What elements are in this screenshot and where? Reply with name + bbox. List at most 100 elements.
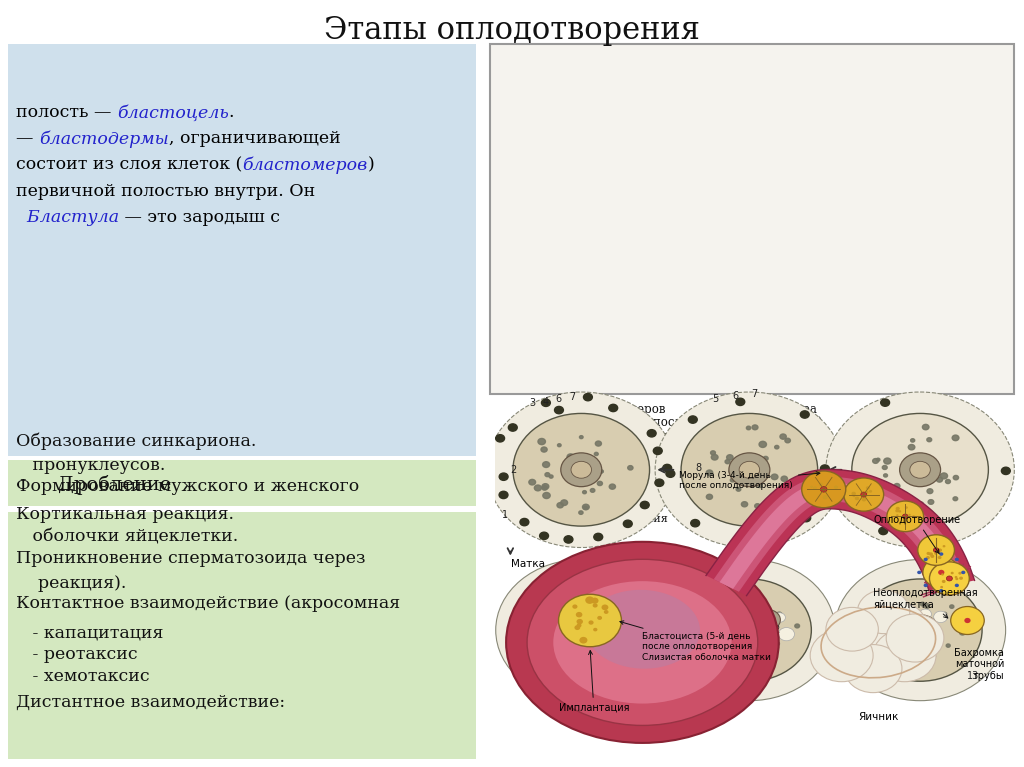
Text: 4: 4 xyxy=(543,397,549,407)
Circle shape xyxy=(725,459,730,464)
Circle shape xyxy=(562,615,600,646)
Circle shape xyxy=(742,660,748,663)
Text: 2 бластомера: 2 бластомера xyxy=(879,402,962,416)
Circle shape xyxy=(542,605,545,607)
Circle shape xyxy=(823,610,902,675)
Circle shape xyxy=(640,502,649,509)
Circle shape xyxy=(784,438,791,443)
Circle shape xyxy=(950,571,953,574)
Circle shape xyxy=(727,455,733,460)
Circle shape xyxy=(561,500,567,505)
Circle shape xyxy=(918,535,954,565)
Circle shape xyxy=(744,611,749,614)
Text: Кортикальная реакция.: Кортикальная реакция. xyxy=(16,506,234,523)
Circle shape xyxy=(959,577,963,580)
Circle shape xyxy=(919,502,924,506)
Circle shape xyxy=(887,619,890,622)
Text: 3: 3 xyxy=(529,399,536,409)
Circle shape xyxy=(594,533,603,541)
Text: ): ) xyxy=(368,156,374,173)
Text: 6: 6 xyxy=(556,394,562,404)
Circle shape xyxy=(787,631,792,634)
Circle shape xyxy=(604,610,608,614)
Circle shape xyxy=(860,601,928,657)
Text: Яичник: Яичник xyxy=(858,712,898,722)
Circle shape xyxy=(900,453,941,487)
Text: 7: 7 xyxy=(569,391,575,402)
Circle shape xyxy=(581,474,587,479)
Circle shape xyxy=(707,494,713,499)
Circle shape xyxy=(926,556,930,559)
FancyBboxPatch shape xyxy=(8,44,476,456)
Text: оболочки яйцеклетки.: оболочки яйцеклетки. xyxy=(16,529,239,546)
Text: (через 40-50 ч): (через 40-50 ч) xyxy=(728,416,822,429)
Circle shape xyxy=(566,615,569,618)
Polygon shape xyxy=(706,469,975,596)
Text: после оплодотворения: после оплодотворения xyxy=(535,514,668,524)
Circle shape xyxy=(927,489,933,494)
Circle shape xyxy=(835,560,1006,701)
Circle shape xyxy=(887,501,924,532)
Text: 7: 7 xyxy=(710,604,716,614)
Circle shape xyxy=(707,470,713,476)
Circle shape xyxy=(819,482,823,486)
Circle shape xyxy=(708,607,712,610)
Text: состоит из слоя клеток (: состоит из слоя клеток ( xyxy=(16,156,243,173)
Circle shape xyxy=(555,407,563,413)
Circle shape xyxy=(600,598,605,602)
Circle shape xyxy=(578,640,583,645)
FancyBboxPatch shape xyxy=(8,512,476,759)
Circle shape xyxy=(918,571,922,574)
Polygon shape xyxy=(720,482,959,589)
Circle shape xyxy=(655,479,664,486)
Circle shape xyxy=(820,486,827,492)
Circle shape xyxy=(755,504,760,509)
Circle shape xyxy=(754,635,760,640)
Circle shape xyxy=(938,548,942,552)
Circle shape xyxy=(933,548,939,552)
Circle shape xyxy=(571,461,592,478)
Circle shape xyxy=(598,640,604,646)
Circle shape xyxy=(496,560,667,701)
Circle shape xyxy=(751,601,756,606)
Circle shape xyxy=(912,631,916,635)
Circle shape xyxy=(912,618,916,621)
Circle shape xyxy=(594,453,598,456)
Circle shape xyxy=(912,637,919,642)
Circle shape xyxy=(940,473,947,479)
Circle shape xyxy=(714,642,717,644)
Circle shape xyxy=(591,597,598,604)
Circle shape xyxy=(655,392,844,548)
Circle shape xyxy=(736,487,740,491)
Circle shape xyxy=(902,514,908,518)
Circle shape xyxy=(744,466,752,472)
Text: оплодотворения): оплодотворения) xyxy=(566,430,674,443)
Text: - капацитация: - капацитация xyxy=(16,624,164,641)
Circle shape xyxy=(739,461,760,478)
Circle shape xyxy=(901,466,905,469)
Circle shape xyxy=(881,399,890,407)
Circle shape xyxy=(647,430,656,437)
Circle shape xyxy=(711,451,716,455)
Ellipse shape xyxy=(585,590,700,669)
Circle shape xyxy=(941,573,944,575)
Circle shape xyxy=(810,629,873,682)
Circle shape xyxy=(739,638,745,643)
Circle shape xyxy=(593,628,597,631)
Circle shape xyxy=(561,453,602,487)
Circle shape xyxy=(545,472,550,476)
Circle shape xyxy=(752,623,755,625)
Circle shape xyxy=(582,665,585,667)
Circle shape xyxy=(910,623,930,638)
Circle shape xyxy=(736,398,744,406)
Circle shape xyxy=(583,504,589,510)
Circle shape xyxy=(775,446,779,449)
Circle shape xyxy=(894,604,900,609)
Text: 5: 5 xyxy=(527,625,534,635)
Text: Этапы оплодотворения: Этапы оплодотворения xyxy=(324,15,700,45)
Circle shape xyxy=(908,514,910,515)
Text: 9: 9 xyxy=(534,580,540,590)
Circle shape xyxy=(763,456,768,460)
Circle shape xyxy=(709,632,712,634)
Text: , ограничивающей: , ограничивающей xyxy=(169,130,340,147)
